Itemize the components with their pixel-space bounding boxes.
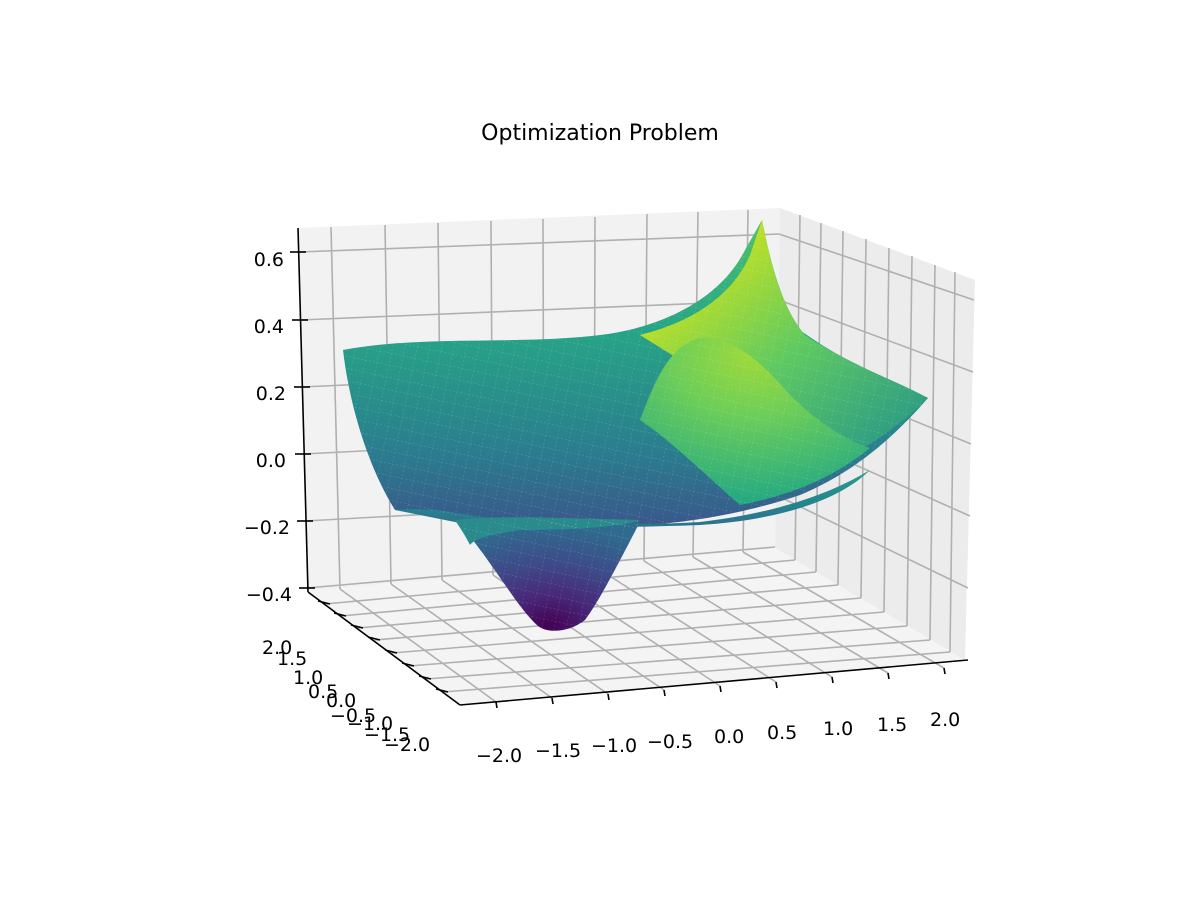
svg-text:−1.0: −1.0 <box>347 713 393 735</box>
svg-text:−1.5: −1.5 <box>535 740 581 762</box>
svg-text:0.0: 0.0 <box>714 726 744 748</box>
y-axis-line <box>307 591 461 706</box>
svg-text:0.5: 0.5 <box>767 722 797 744</box>
svg-text:−2.0: −2.0 <box>384 734 430 756</box>
y-ticks <box>317 600 449 693</box>
svg-text:0.0: 0.0 <box>326 690 356 712</box>
svg-text:0.0: 0.0 <box>256 450 286 472</box>
svg-text:−0.2: −0.2 <box>244 517 290 539</box>
svg-text:2.0: 2.0 <box>262 637 292 659</box>
floor-grid <box>324 551 951 703</box>
chart-title: Optimization Problem <box>481 121 719 146</box>
x-ticks <box>495 667 946 709</box>
y-tick-labels: 2.0 1.5 1.0 0.5 0.0 −0.5 −1.0 −1.5 −2.0 <box>262 637 430 756</box>
svg-text:0.2: 0.2 <box>256 383 286 405</box>
svg-text:0.4: 0.4 <box>254 316 284 338</box>
svg-text:0.5: 0.5 <box>308 681 338 703</box>
svg-text:1.0: 1.0 <box>293 667 323 689</box>
axis-lines <box>297 227 969 706</box>
svg-text:1.0: 1.0 <box>823 718 853 740</box>
svg-text:0.6: 0.6 <box>254 249 284 271</box>
x-axis-line <box>459 659 969 706</box>
svg-text:−0.5: −0.5 <box>330 705 376 727</box>
z-tick-labels: 0.6 0.4 0.2 0.0 −0.2 −0.4 <box>244 249 292 606</box>
svg-text:1.5: 1.5 <box>877 714 907 736</box>
z-axis-line <box>297 227 309 593</box>
svg-text:1.5: 1.5 <box>277 648 307 670</box>
x-tick-labels: −2.0 −1.5 −1.0 −0.5 0.0 0.5 1.0 1.5 2.0 <box>476 709 960 767</box>
svg-text:−1.5: −1.5 <box>364 724 410 746</box>
floor-pane <box>308 548 965 705</box>
svg-text:−0.5: −0.5 <box>647 731 693 753</box>
svg-text:−1.0: −1.0 <box>591 735 637 757</box>
surface <box>343 220 928 631</box>
svg-text:−0.4: −0.4 <box>246 584 292 606</box>
svg-text:−2.0: −2.0 <box>476 745 522 767</box>
svg-text:2.0: 2.0 <box>930 709 960 731</box>
z-ticks <box>290 251 315 589</box>
